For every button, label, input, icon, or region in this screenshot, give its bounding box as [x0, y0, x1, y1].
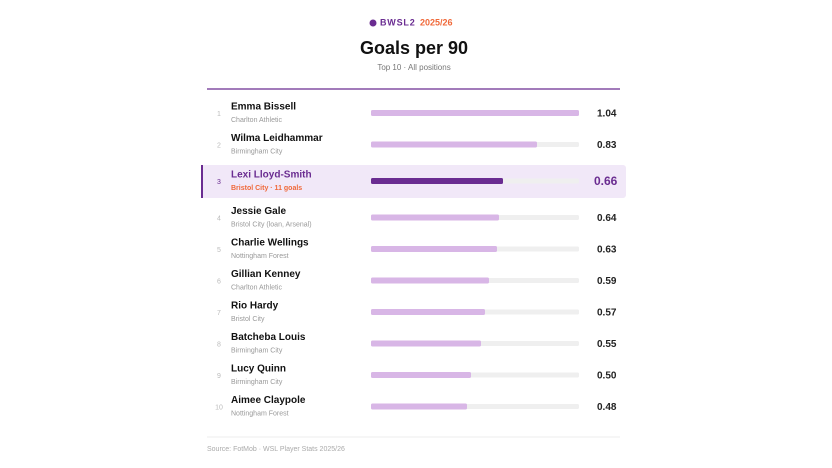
club: Charlton Athletic [231, 117, 282, 124]
value-label: 0.66 [594, 174, 618, 188]
rank: 4 [217, 215, 221, 222]
bar [371, 403, 467, 410]
player-name: Jessie Gale [231, 206, 286, 217]
bar [371, 110, 579, 116]
chart-title: Goals per 90 [360, 38, 468, 58]
bar [371, 340, 481, 347]
value-label: 0.64 [597, 213, 617, 224]
rank: 7 [217, 310, 221, 317]
bar [371, 372, 471, 378]
rank: 6 [217, 278, 221, 285]
season: 2025/26 [420, 17, 453, 27]
bar [371, 309, 485, 315]
club: Birmingham City [231, 148, 283, 155]
club: Bristol City [231, 316, 265, 323]
club: Bristol City (loan, Arsenal) [231, 221, 312, 228]
bar [371, 141, 537, 148]
player-name: Gillian Kenney [231, 269, 301, 280]
value-label: 0.83 [597, 140, 617, 151]
club: Charlton Athletic [231, 284, 282, 291]
player-name: Emma Bissell [231, 102, 296, 113]
player-name: Lucy Quinn [231, 364, 286, 375]
rank: 8 [217, 341, 221, 348]
value-label: 0.50 [597, 371, 617, 382]
value-label: 0.57 [597, 308, 617, 319]
badge: BWSL2 [380, 17, 416, 27]
bar [371, 214, 499, 221]
club: Nottingham Forest [231, 410, 289, 417]
rank: 5 [217, 247, 221, 254]
rank: 9 [217, 373, 221, 380]
value-label: 0.55 [597, 339, 617, 350]
highlight-edge [201, 165, 203, 198]
player-name: Lexi Lloyd-Smith [231, 170, 312, 181]
bar [371, 277, 489, 284]
player-name: Batcheba Louis [231, 332, 306, 343]
bar [371, 246, 497, 252]
value-label: 0.59 [597, 276, 617, 287]
club: Birmingham City [231, 379, 283, 386]
club: Birmingham City [231, 347, 283, 354]
value-label: 0.48 [597, 402, 617, 413]
chart-subtitle: Top 10 · All positions [377, 63, 450, 72]
rank: 1 [217, 111, 221, 118]
value-label: 1.04 [597, 109, 617, 120]
value-label: 0.63 [597, 245, 617, 256]
rank: 10 [215, 404, 223, 411]
source: Source: FotMob · WSL Player Stats 2025/2… [207, 446, 345, 453]
rank: 3 [217, 179, 221, 186]
player-name: Wilma Leidhammar [231, 133, 323, 144]
badge-dot [369, 19, 377, 27]
club: Bristol City · 11 goals [231, 185, 302, 192]
player-name: Charlie Wellings [231, 238, 309, 249]
bar [371, 178, 503, 184]
player-name: Aimee Claypole [231, 395, 306, 406]
club: Nottingham Forest [231, 253, 289, 260]
player-name: Rio Hardy [231, 301, 279, 312]
rank: 2 [217, 142, 221, 149]
